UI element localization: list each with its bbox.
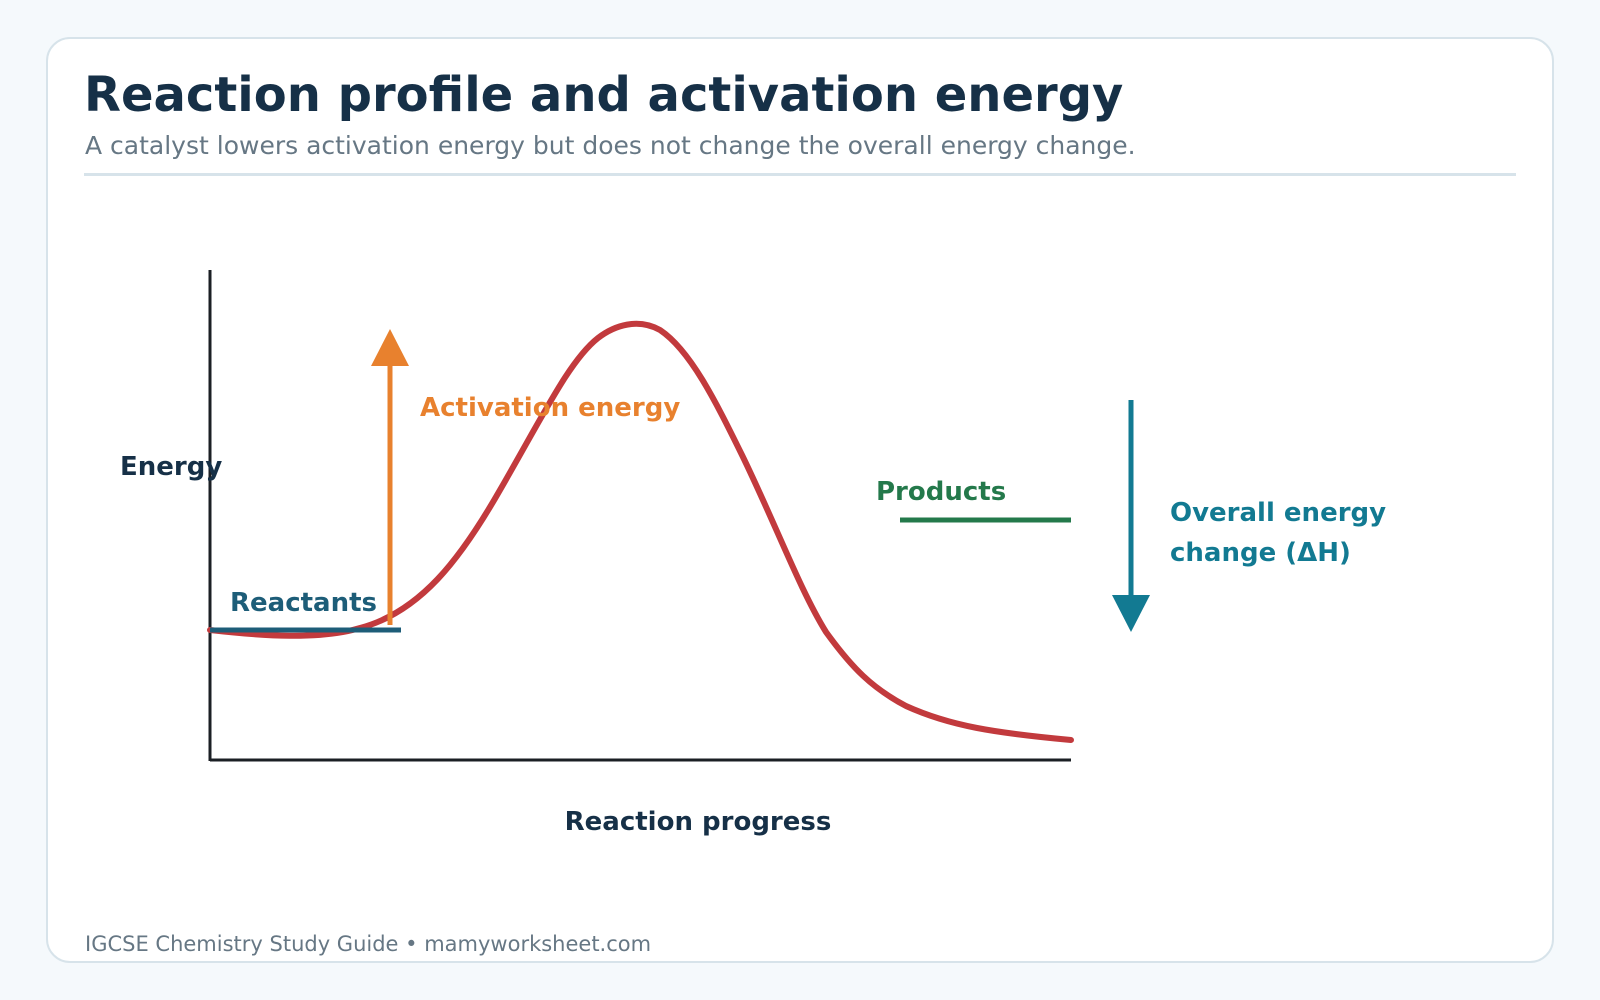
overall-change-label-line1: Overall energy <box>1170 498 1386 528</box>
footer-credit: IGCSE Chemistry Study Guide • mamyworksh… <box>85 932 652 956</box>
overall-change-arrowhead <box>1112 595 1150 632</box>
y-axis-label: Energy <box>120 452 222 482</box>
x-axis-label: Reaction progress <box>565 807 832 837</box>
energy-curve <box>207 320 1074 743</box>
content-card <box>46 37 1554 963</box>
products-label: Products <box>876 477 1006 507</box>
activation-energy-label: Activation energy <box>420 393 680 423</box>
activation-energy-arrowhead <box>371 329 409 366</box>
page-subtitle: A catalyst lowers activation energy but … <box>85 131 1136 160</box>
overall-change-label-line2: change (ΔH) <box>1170 538 1351 568</box>
header-divider <box>84 173 1516 176</box>
reactants-label: Reactants <box>230 588 377 618</box>
page-title: Reaction profile and activation energy <box>84 67 1124 123</box>
